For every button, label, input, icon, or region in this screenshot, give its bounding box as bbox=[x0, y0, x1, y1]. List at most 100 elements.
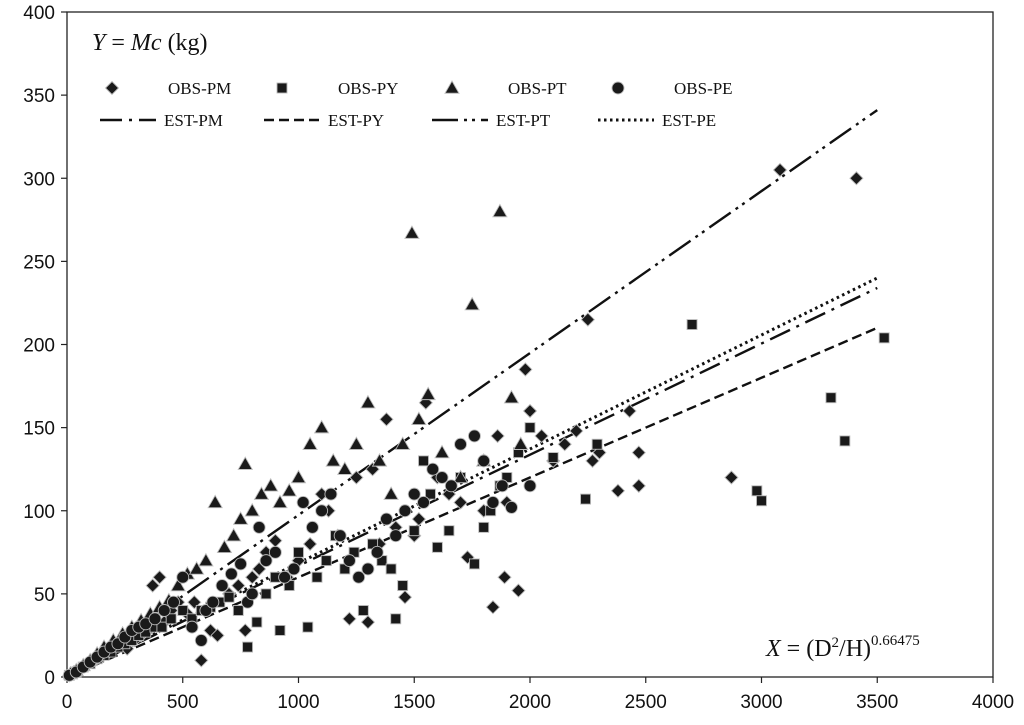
data-point-obs-pe bbox=[148, 612, 162, 626]
data-point-obs-pe bbox=[252, 520, 266, 534]
data-point-obs-pm bbox=[411, 511, 427, 527]
data-point-obs-pt bbox=[360, 394, 376, 409]
data-point-obs-pt bbox=[512, 436, 529, 450]
data-point-obs-py bbox=[165, 613, 177, 625]
data-point-obs-py bbox=[232, 605, 244, 616]
data-point-obs-pt bbox=[420, 386, 436, 401]
data-point-obs-pm bbox=[534, 428, 549, 444]
data-point-obs-pm bbox=[397, 590, 413, 605]
legend-label-est-pe: EST-PE bbox=[662, 111, 716, 130]
data-point-obs-pm bbox=[245, 570, 260, 585]
data-point-obs-pt bbox=[216, 539, 233, 554]
data-point-obs-pm bbox=[622, 403, 637, 419]
x-tick-label: 500 bbox=[167, 692, 199, 713]
data-point-obs-pm bbox=[490, 428, 505, 444]
data-point-obs-py bbox=[878, 332, 890, 344]
data-point-obs-pe bbox=[435, 471, 449, 484]
data-point-obs-pe bbox=[245, 587, 259, 601]
data-point-obs-py bbox=[408, 525, 420, 537]
legend-label-est-py: EST-PY bbox=[328, 111, 384, 130]
x-tick-label: 3000 bbox=[740, 692, 782, 713]
data-point-obs-py bbox=[156, 621, 168, 633]
data-point-obs-py bbox=[580, 493, 592, 505]
data-point-obs-pt bbox=[411, 411, 427, 426]
legend: OBS-PM OBS-PY OBS-PT OBS-PE EST-PM EST-PY EST-… bbox=[100, 79, 733, 130]
data-point-obs-py bbox=[177, 605, 189, 616]
data-point-obs-pm bbox=[194, 653, 209, 668]
data-point-obs-py bbox=[242, 641, 254, 653]
data-point-obs-pe bbox=[224, 567, 238, 581]
data-point-obs-pm bbox=[238, 623, 253, 638]
data-point-obs-pt bbox=[348, 436, 365, 450]
data-point-obs-pe bbox=[305, 520, 319, 534]
estimated-lines-layer bbox=[66, 109, 878, 679]
data-point-obs-pt bbox=[290, 469, 307, 484]
legend-marker-py bbox=[276, 82, 288, 94]
legend-label-est-pm: EST-PM bbox=[164, 111, 223, 130]
legend-marker-pe bbox=[611, 81, 625, 95]
data-point-obs-pe bbox=[467, 429, 481, 443]
data-point-obs-py bbox=[547, 452, 559, 463]
data-point-obs-pt bbox=[302, 436, 318, 450]
data-point-obs-pm bbox=[522, 403, 538, 419]
data-point-obs-pt bbox=[170, 577, 186, 592]
data-point-obs-py bbox=[756, 495, 767, 507]
data-point-obs-pe bbox=[370, 545, 384, 559]
data-point-obs-py bbox=[443, 525, 455, 537]
data-point-obs-py bbox=[839, 435, 851, 447]
data-point-obs-pe bbox=[398, 504, 412, 518]
data-point-obs-py bbox=[357, 605, 369, 616]
data-point-obs-py bbox=[320, 555, 332, 567]
data-point-obs-pt bbox=[237, 456, 254, 470]
data-point-obs-pe bbox=[287, 562, 301, 576]
est-line-est-py bbox=[66, 326, 878, 679]
data-point-obs-pe bbox=[278, 570, 292, 584]
data-point-obs-pe bbox=[505, 500, 518, 514]
data-point-obs-py bbox=[686, 319, 698, 330]
data-point-obs-pe bbox=[176, 570, 190, 584]
data-point-obs-pe bbox=[342, 554, 356, 568]
data-point-obs-pt bbox=[492, 203, 508, 218]
data-point-obs-pm bbox=[485, 600, 501, 615]
data-point-obs-pt bbox=[503, 389, 520, 404]
data-point-obs-py bbox=[418, 455, 429, 467]
est-line-est-pm bbox=[66, 286, 878, 679]
data-point-obs-pm bbox=[342, 611, 357, 626]
data-point-obs-pm bbox=[772, 162, 788, 178]
data-point-obs-pe bbox=[215, 579, 229, 593]
data-point-obs-pt bbox=[337, 461, 353, 475]
data-point-obs-pm bbox=[631, 445, 646, 460]
data-point-obs-py bbox=[274, 625, 286, 636]
data-point-obs-pe bbox=[234, 557, 248, 571]
data-point-obs-pe bbox=[296, 495, 310, 509]
data-point-obs-pm bbox=[511, 583, 526, 598]
data-point-obs-pm bbox=[518, 362, 533, 377]
y-tick-label: 400 bbox=[23, 3, 55, 24]
data-point-obs-py bbox=[385, 563, 397, 575]
legend-label-obs-py: OBS-PY bbox=[338, 79, 398, 98]
y-tick-label: 250 bbox=[23, 252, 55, 273]
data-point-obs-pm bbox=[349, 470, 364, 485]
y-tick-label: 300 bbox=[23, 169, 55, 190]
data-point-obs-pe bbox=[199, 604, 213, 617]
data-point-obs-pm bbox=[145, 578, 160, 593]
x-tick-label: 2500 bbox=[625, 692, 667, 713]
data-point-obs-pm bbox=[379, 412, 394, 427]
data-point-obs-py bbox=[302, 621, 314, 633]
x-tick-label: 0 bbox=[62, 692, 73, 713]
legend-label-est-pt: EST-PT bbox=[496, 111, 551, 130]
data-point-obs-py bbox=[397, 580, 409, 592]
data-point-obs-py bbox=[260, 588, 272, 600]
data-point-obs-pe bbox=[206, 595, 220, 609]
data-point-obs-pt bbox=[207, 494, 223, 509]
est-line-est-pt bbox=[66, 109, 878, 678]
data-point-obs-pe bbox=[407, 487, 421, 501]
data-point-obs-pt bbox=[198, 552, 214, 567]
data-point-obs-pe bbox=[157, 604, 171, 617]
data-point-obs-pt bbox=[371, 452, 388, 467]
data-point-obs-py bbox=[591, 438, 603, 450]
data-point-obs-pe bbox=[389, 529, 403, 543]
data-point-obs-py bbox=[425, 488, 436, 500]
